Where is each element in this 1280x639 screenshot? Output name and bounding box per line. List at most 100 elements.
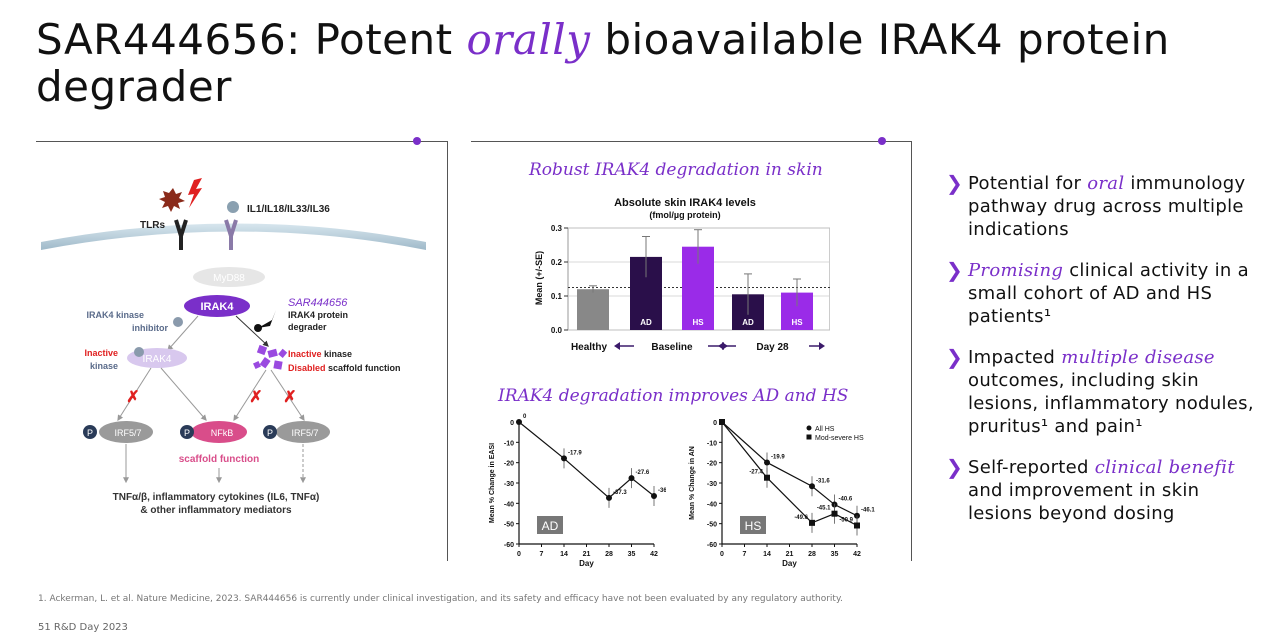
y-tick-label: -20	[707, 461, 717, 468]
y-tick-label: 0.0	[551, 326, 563, 335]
y-tick-label: -30	[707, 481, 717, 488]
panel2-heading-bottom: IRAK4 degradation improves AD and HS	[498, 386, 849, 406]
footnote: 1. Ackerman, L. et al. Nature Medicine, …	[38, 594, 843, 604]
y-tick-label: -10	[504, 440, 514, 447]
x-tick-label: 14	[763, 551, 771, 558]
il-receptor-icon	[224, 219, 238, 250]
data-point	[854, 522, 860, 529]
legend-label: All HS	[815, 426, 835, 433]
bar-label: HS	[692, 318, 704, 327]
tlr-receptor-icon	[174, 219, 188, 250]
ligand-label: IL1/IL18/IL33/IL36	[247, 204, 330, 215]
y-tick-label: -40	[707, 501, 717, 508]
tlrs-label: TLRs	[140, 220, 165, 231]
series-line	[518, 421, 655, 499]
data-point	[651, 493, 657, 500]
bar-healthy	[577, 289, 609, 330]
inhibitor-ball-icon	[173, 317, 183, 327]
chart-label-box	[537, 516, 563, 534]
bracket-arrow	[614, 342, 620, 350]
bar-chart-subtitle: (fmol/µg protein)	[649, 210, 720, 220]
bar-chart-ylabel: Mean (+/-SE)	[534, 251, 544, 305]
chart-label-box	[740, 516, 766, 534]
y-tick-label: 0	[713, 420, 717, 427]
data-point	[561, 455, 567, 462]
key-points-list: ❯ Potential for oral immunology pathway d…	[946, 172, 1266, 543]
group-label-healthy: Healthy	[571, 342, 608, 353]
y-axis-label: Mean % Change in EASI	[489, 443, 496, 523]
panel2-right-rule	[911, 141, 912, 561]
bar-label: AD	[742, 318, 754, 327]
degraded-fragments-icon	[253, 344, 288, 370]
title-text: SAR444656: Potent	[36, 15, 467, 64]
degrader-icon	[258, 310, 276, 328]
inactive-right-label: Inactive kinase	[288, 349, 352, 359]
x-tick-label: 35	[831, 551, 839, 558]
x-tick-label: 42	[650, 551, 658, 558]
data-point	[516, 419, 522, 425]
x-axis-label: Day	[782, 559, 797, 568]
point-label: -31.6	[816, 478, 830, 484]
irak4-node	[184, 295, 250, 317]
y-tick-label: -60	[707, 542, 717, 549]
legend-marker	[806, 425, 812, 431]
title-text-end: bioavailable IRAK4 protein degrader	[36, 15, 1170, 111]
x-tick-label: 28	[605, 551, 613, 558]
degrader-desc-2: degrader	[288, 322, 327, 332]
panel1-top-rule	[36, 141, 448, 142]
myd88-label: MyD88	[213, 273, 245, 284]
disabled-right-label: Disabled scaffold function	[288, 363, 401, 373]
point-label: -50.9	[839, 517, 853, 523]
bracket-arrow	[819, 342, 825, 350]
pamp-starburst-icon	[159, 188, 185, 212]
nfkb-label: NFkB	[211, 428, 234, 438]
point-label: -27.4	[749, 470, 763, 476]
point-label: -27.6	[636, 470, 650, 476]
inactive-left-kinase: kinase	[90, 361, 118, 371]
scaffold-label: scaffold function	[179, 454, 260, 465]
point-label: -19.9	[771, 454, 785, 460]
bracket-arrow	[718, 342, 724, 350]
output-label-1: TNFα/β, inflammatory cytokines (IL6, TNF…	[113, 492, 320, 503]
point-label: -49.6	[794, 515, 808, 521]
key-point-1: ❯ Potential for oral immunology pathway d…	[946, 171, 1246, 241]
point-label: -37.3	[613, 490, 627, 496]
chevron-right-icon: ❯	[946, 455, 964, 479]
bar-label: HS	[791, 318, 803, 327]
y-tick-label: -50	[504, 522, 514, 529]
irf-left-node	[99, 421, 153, 443]
group-label-day28: Day 28	[756, 342, 789, 353]
data-point	[606, 494, 612, 501]
panel2-heading-top: Robust IRAK4 degradation in skin	[529, 160, 823, 180]
x-tick-label: 0	[720, 551, 724, 558]
point-label: -46.1	[861, 508, 875, 514]
panel2-top-rule	[471, 141, 911, 142]
point-label: 0	[523, 414, 527, 420]
y-tick-label: 0.3	[551, 224, 563, 233]
cell-membrane	[41, 223, 426, 250]
y-tick-label: -30	[504, 481, 514, 488]
inactive-irak4-label: IRAK4	[143, 354, 172, 365]
x-tick-label: 7	[540, 551, 544, 558]
key-point-4: ❯ Self-reported clinical benefit and impr…	[946, 455, 1235, 525]
y-tick-label: 0	[510, 420, 514, 427]
x-axis-label: Day	[579, 559, 594, 568]
irak4-pathway-diagram: IL1/IL18/IL33/IL36 TLRs MyD88 IRAK4 IRAK…	[41, 178, 426, 516]
key-point-3: ❯ Impacted multiple disease outcomes, inc…	[946, 345, 1254, 438]
data-point	[809, 519, 815, 526]
x-tick-label: 0	[517, 551, 521, 558]
y-tick-label: 0.1	[551, 292, 563, 301]
x-tick-label: 14	[560, 551, 568, 558]
legend-marker	[806, 434, 812, 440]
myd88-node	[193, 267, 265, 287]
svg-text:P: P	[87, 428, 93, 438]
irf-right-label: IRF5/7	[291, 428, 318, 438]
x-tick-label: 21	[583, 551, 591, 558]
x-tick-label: 7	[743, 551, 747, 558]
x-tick-label: 21	[786, 551, 794, 558]
output-label-2: & other inflammatory mediators	[140, 505, 292, 516]
point-label: -17.9	[568, 450, 582, 456]
page-footer: 51 R&D Day 2023	[38, 622, 128, 633]
data-point	[628, 475, 635, 482]
